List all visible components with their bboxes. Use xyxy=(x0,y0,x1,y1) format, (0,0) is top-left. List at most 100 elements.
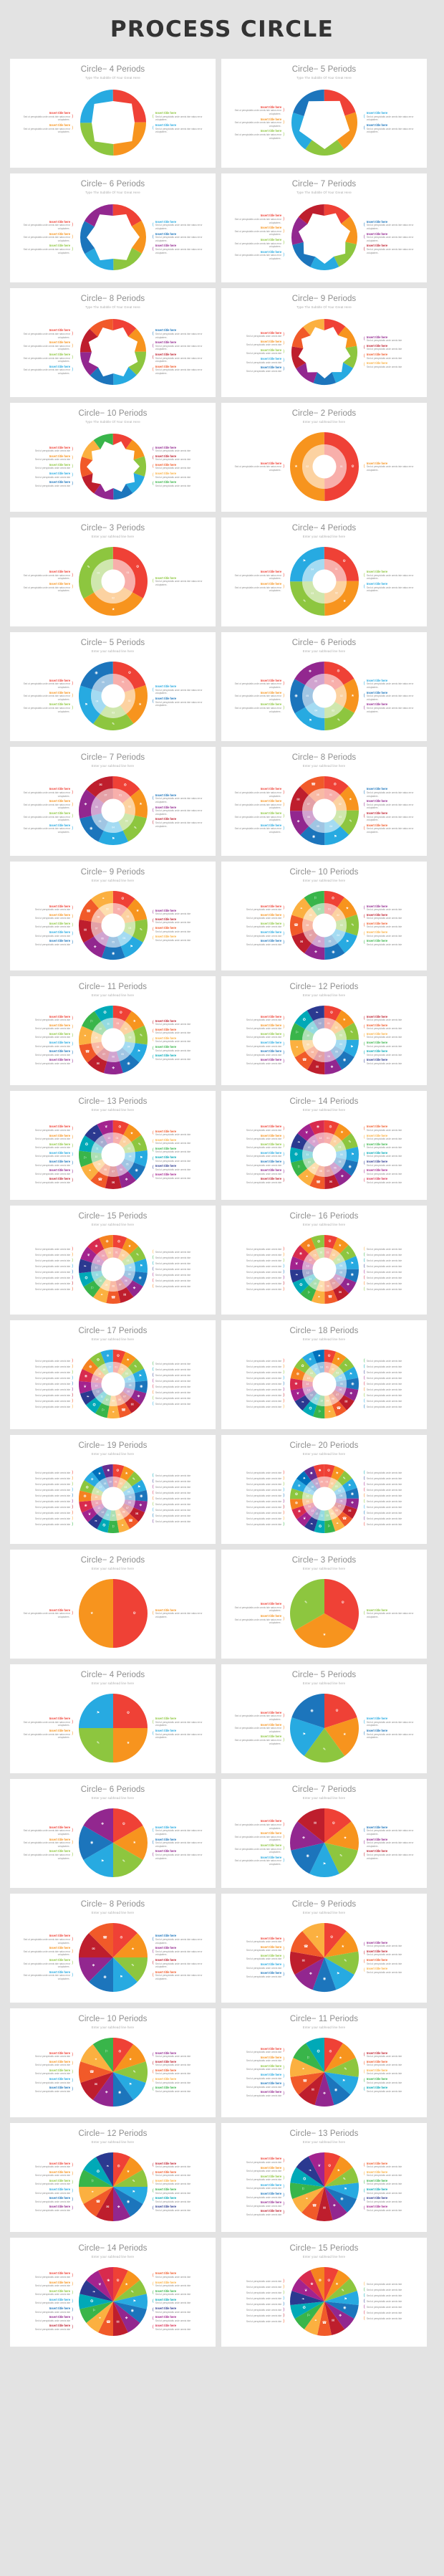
wheel-inner-segment[interactable] xyxy=(317,1477,324,1488)
wheel-outer-segment[interactable] xyxy=(132,1500,148,1513)
pie-segment[interactable] xyxy=(324,2038,343,2072)
wheel-inner-segment[interactable] xyxy=(306,1505,317,1517)
callout-right[interactable]: ⟨ Insert title here Sed ut perspiciatis un… xyxy=(153,1054,213,1061)
wheel-inner-segment[interactable] xyxy=(94,1135,107,1148)
pie-segment[interactable] xyxy=(294,1957,324,1990)
callout-left[interactable]: Insert title here Sed ut perspiciatis und… xyxy=(14,2188,74,2195)
callout-right[interactable]: ⟨ Insert title here Sed ut perspiciatis un… xyxy=(153,1849,213,1860)
callout-left[interactable]: Insert title here Sed ut perspiciatis und… xyxy=(225,2209,285,2216)
wheel-inner-segment[interactable] xyxy=(304,674,324,690)
wheel-outer-segment[interactable] xyxy=(299,1285,316,1302)
wheel-outer-segment[interactable] xyxy=(85,776,113,797)
wheel-outer-segment[interactable] xyxy=(289,786,309,811)
wheel-outer-segment[interactable] xyxy=(83,936,106,958)
pie-segment[interactable] xyxy=(290,1843,324,1874)
callout-left[interactable]: Insert title here Sed ut perspiciatis und… xyxy=(225,939,285,946)
pie-segment[interactable] xyxy=(309,1843,339,1877)
callout-left[interactable]: Sed ut perspiciatis unde omnis iste ⟩ xyxy=(225,1259,285,1263)
callout-left[interactable]: Insert title here Sed ut perspiciatis und… xyxy=(14,2281,74,2288)
wheel-outer-segment[interactable] xyxy=(324,1289,338,1304)
callout-left[interactable]: Insert title here Sed ut perspiciatis und… xyxy=(14,480,74,487)
wheel-outer-segment[interactable] xyxy=(304,1466,317,1482)
wheel-outer-segment[interactable] xyxy=(291,932,312,954)
wheel-inner-segment[interactable] xyxy=(335,1498,347,1506)
callout-left[interactable]: Insert title here Sed ut perspiciatis und… xyxy=(14,2307,74,2314)
pie-segment[interactable] xyxy=(324,1821,359,1851)
wheel-inner-segment[interactable] xyxy=(101,1394,111,1406)
wheel-inner-segment[interactable] xyxy=(90,689,106,715)
wheel-inner-segment[interactable] xyxy=(303,1502,315,1512)
wheel-outer-segment[interactable] xyxy=(309,1120,324,1135)
wheel-inner-segment[interactable] xyxy=(324,819,340,833)
callout-right[interactable]: ⟨ Insert title here Sed ut perspiciatis un… xyxy=(153,1147,213,1154)
callout-left[interactable]: Sed ut perspiciatis unde omnis iste ⟩ xyxy=(225,1471,285,1475)
wheel-segment[interactable] xyxy=(298,204,324,224)
callout-left[interactable]: Insert title here Sed ut perspiciatis und… xyxy=(14,582,74,593)
wheel-outer-segment[interactable] xyxy=(117,1287,133,1303)
wheel-outer-segment[interactable] xyxy=(81,1507,97,1522)
callout-left[interactable]: Sed ut perspiciatis unde omnis iste ⟩ xyxy=(14,1282,74,1286)
pie-segment[interactable] xyxy=(78,2294,113,2309)
wheel-outer-segment[interactable] xyxy=(120,1466,134,1482)
callout-left[interactable]: Insert title here Sed ut perspiciatis und… xyxy=(14,1058,74,1065)
wheel-inner-segment[interactable] xyxy=(329,1162,342,1175)
slide-card[interactable]: Circle− 12 Periods Enter your subhead lin… xyxy=(10,2123,216,2232)
wheel-inner-segment[interactable] xyxy=(118,1507,130,1519)
callout-right[interactable]: ⟨ Insert title here Sed ut perspiciatis un… xyxy=(153,1970,213,1981)
slide-card[interactable]: Circle− 2 Periods Enter your subhead line… xyxy=(10,1550,216,1659)
callout-right[interactable]: ⟨ Insert title here Sed ut perspiciatis un… xyxy=(153,684,213,695)
process-circle-chart[interactable]: 01 ⚙ 02 ★ 03 ✎ 04 ⚑ 05 ◉ 06 ❖ 07 ✉ 08 ☎ 09 ⚭ 10 ⚐ xyxy=(287,888,362,963)
wheel-outer-segment[interactable] xyxy=(324,1006,342,1021)
wheel-outer-segment[interactable] xyxy=(131,1479,146,1494)
callout-right[interactable]: ⟨ Insert title here Sed ut perspiciatis un… xyxy=(153,2281,213,2288)
wheel-outer-segment[interactable] xyxy=(332,1237,349,1254)
pie-segment[interactable] xyxy=(112,2267,128,2301)
pie-segment[interactable] xyxy=(112,2301,128,2336)
callout-right[interactable]: ⟨ Insert title here Sed ut perspiciatis un… xyxy=(153,232,213,243)
wheel-outer-segment[interactable] xyxy=(101,1464,113,1478)
callout-right[interactable]: ⟨ Insert title here Sed ut perspiciatis un… xyxy=(153,472,213,479)
slide-card[interactable]: Circle− 16 Periods Enter your subhead lin… xyxy=(221,1206,427,1315)
callout-left[interactable]: Insert title here Sed ut perspiciatis und… xyxy=(14,365,74,376)
callout-left[interactable]: Insert title here Sed ut perspiciatis und… xyxy=(225,1735,285,1745)
callout-left[interactable]: Sed ut perspiciatis unde omnis iste ⟩ xyxy=(14,1399,74,1403)
callout-left[interactable]: Sed ut perspiciatis unde omnis iste ⟩ xyxy=(14,1370,74,1375)
callout-left[interactable]: Sed ut perspiciatis unde omnis iste ⟩ xyxy=(225,1382,285,1386)
wheel-outer-segment[interactable] xyxy=(112,1464,124,1478)
callout-left[interactable]: Insert title here Sed ut perspiciatis und… xyxy=(14,2086,74,2093)
callout-right[interactable]: ⟨ Insert title here Sed ut perspiciatis un… xyxy=(153,1130,213,1137)
callout-left[interactable]: Insert title here Sed ut perspiciatis und… xyxy=(225,462,285,472)
wheel-inner-segment[interactable] xyxy=(313,1050,324,1062)
wheel-outer-segment[interactable] xyxy=(122,815,147,842)
pie-segment[interactable] xyxy=(95,2187,113,2221)
wheel-outer-segment[interactable] xyxy=(132,1368,148,1382)
pie-segment[interactable] xyxy=(324,1694,357,1728)
callout-right[interactable]: ⟨ Insert title here Sed ut perspiciatis un… xyxy=(364,1134,424,1141)
pie-segment[interactable] xyxy=(112,2038,133,2072)
callout-right[interactable]: ⟨ Sed ut perspiciatis unde omnis iste xyxy=(153,1368,213,1372)
wheel-outer-segment[interactable] xyxy=(324,432,359,501)
pie-segment[interactable] xyxy=(295,2156,324,2187)
callout-right[interactable]: ⟨ Insert title here Sed ut perspiciatis un… xyxy=(153,2170,213,2177)
wheel-inner-segment[interactable] xyxy=(108,1396,117,1406)
callout-right[interactable]: ⟨ Insert title here Sed ut perspiciatis un… xyxy=(153,2069,213,2076)
wheel-inner-segment[interactable] xyxy=(324,1165,334,1177)
wheel-outer-segment[interactable] xyxy=(130,788,148,819)
wheel-inner-segment[interactable] xyxy=(324,1362,332,1373)
wheel-segment[interactable] xyxy=(93,484,113,500)
wheel-inner-segment[interactable] xyxy=(329,1021,344,1034)
wheel-outer-segment[interactable] xyxy=(120,1352,136,1368)
wheel-inner-segment[interactable] xyxy=(301,1373,314,1383)
slide-card[interactable]: Circle− 5 Periods Type The Subtitle Of Yo… xyxy=(221,59,427,168)
callout-right[interactable]: ⟨ Insert title here Sed ut perspiciatis un… xyxy=(153,2324,213,2331)
callout-left[interactable]: Insert title here Sed ut perspiciatis und… xyxy=(225,1160,285,1167)
callout-left[interactable]: Insert title here Sed ut perspiciatis und… xyxy=(14,1608,74,1619)
wheel-outer-segment[interactable] xyxy=(324,1120,339,1135)
callout-right[interactable]: ⟨ Insert title here Sed ut perspiciatis un… xyxy=(153,2086,213,2093)
pie-segment[interactable] xyxy=(324,1931,358,1957)
wheel-inner-segment[interactable] xyxy=(115,1163,128,1177)
callout-right[interactable]: ⟨ Insert title here Sed ut perspiciatis un… xyxy=(364,799,424,810)
callout-left[interactable]: Insert title here Sed ut perspiciatis und… xyxy=(14,1934,74,1945)
wheel-inner-segment[interactable] xyxy=(120,1275,132,1287)
slide-card[interactable]: Circle− 19 Periods Enter your subhead lin… xyxy=(10,1435,216,1544)
